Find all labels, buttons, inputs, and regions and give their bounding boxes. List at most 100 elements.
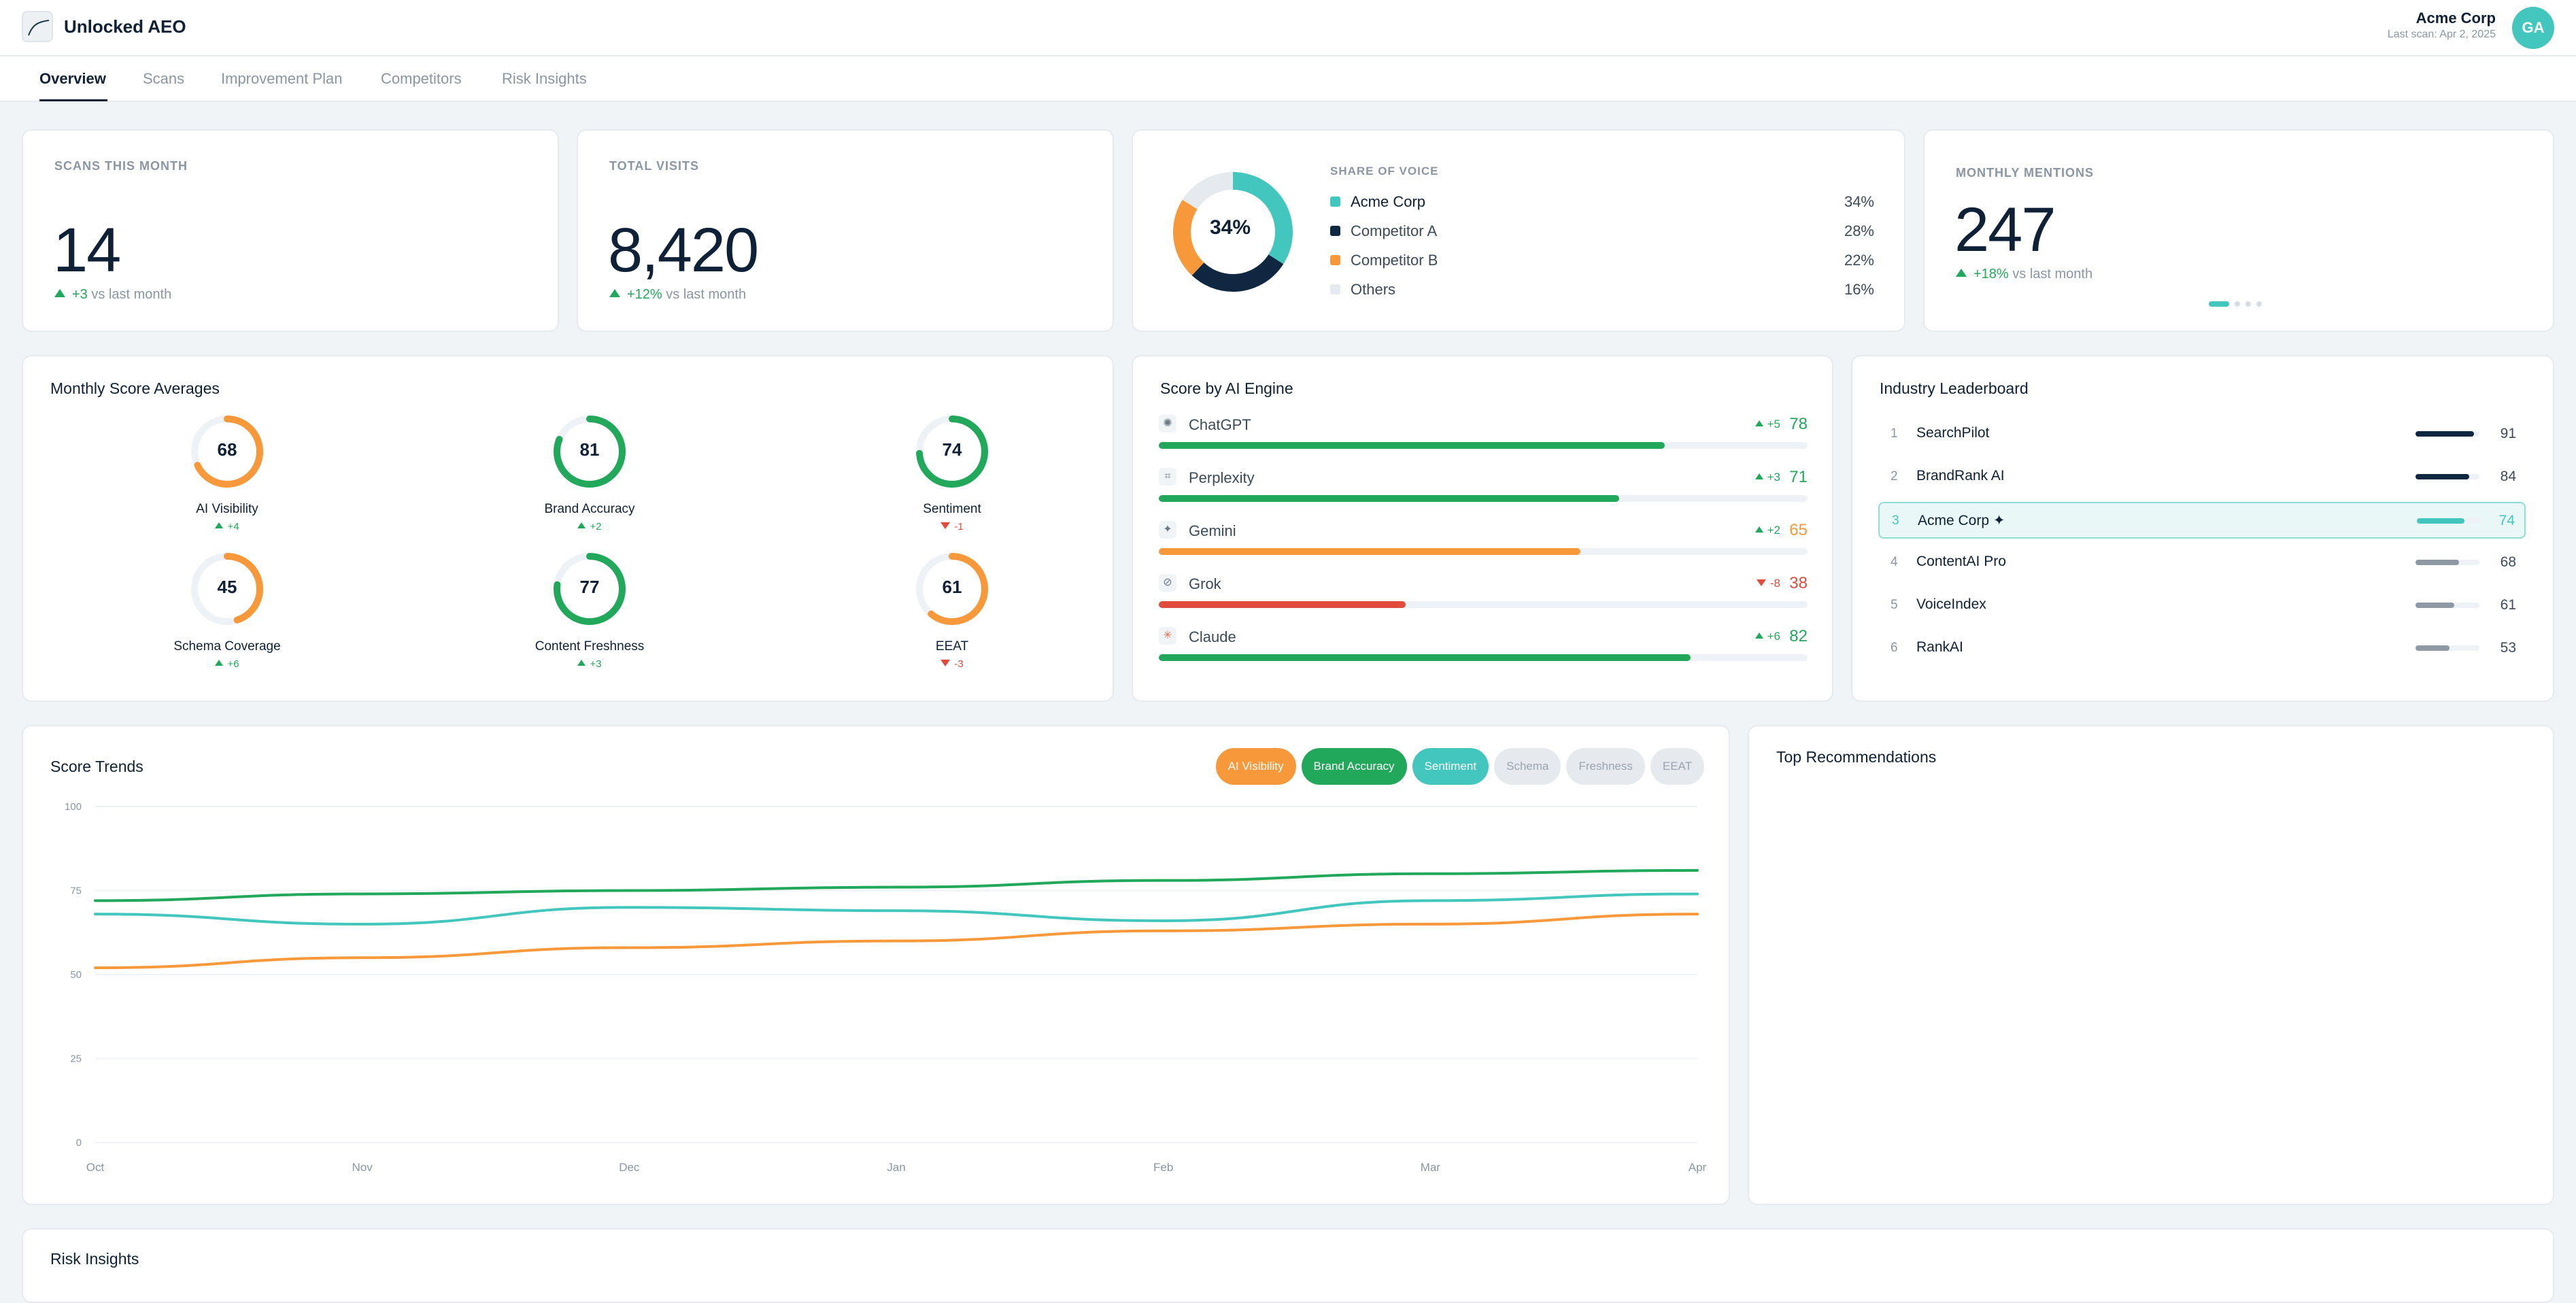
legend-item-competitor-b: Competitor B 22% <box>1330 250 1874 271</box>
trend-down-icon <box>940 660 951 666</box>
leaderboard-score: 68 <box>2500 554 2516 570</box>
card-title: Score by AI Engine <box>1160 379 1293 397</box>
engine-score-bar <box>1159 495 1620 502</box>
industry-leaderboard-card: Industry Leaderboard 1 SearchPilot 91 2 Bran… <box>1851 355 2554 702</box>
series-pill-eeat[interactable]: EEAT <box>1650 748 1704 785</box>
engine-name: ChatGPT <box>1189 416 1251 433</box>
leaderboard-name: ContentAI Pro <box>1916 554 2006 569</box>
score-gauge: 61 EEAT -3 <box>850 551 1054 687</box>
active-tab-underline <box>39 99 107 101</box>
engine-delta-value: +3 <box>1767 471 1780 484</box>
tab-risk-insights[interactable]: Risk Insights <box>502 70 587 87</box>
legend-pct: 28% <box>1844 222 1874 239</box>
engine-score: 71 <box>1789 468 1808 486</box>
gauge-delta-value: -1 <box>954 521 964 532</box>
leaderboard-score-track <box>2417 518 2481 524</box>
leaderboard-row[interactable]: 3 Acme Corp ✦ 74 <box>1878 502 2526 539</box>
tab-improvement-plan[interactable]: Improvement Plan <box>221 70 343 87</box>
trend-up-icon <box>1755 420 1763 426</box>
score-gauge: 68 AI Visibility +4 <box>125 413 329 549</box>
legend-name: Competitor B <box>1351 252 1438 269</box>
engine-score-bar <box>1159 601 1406 608</box>
engine-delta: +5 <box>1755 418 1780 431</box>
leaderboard-score-bar <box>2416 474 2469 479</box>
series-pill-sentiment[interactable]: Sentiment <box>1412 748 1489 785</box>
kpi-value: 247 <box>1954 195 2056 265</box>
donut-center-label: 34% <box>1209 216 1251 239</box>
series-line-brand-accuracy <box>94 868 1699 902</box>
gauge-label: AI Visibility <box>196 502 258 516</box>
gauge-delta: -1 <box>850 521 1054 532</box>
series-pill-freshness[interactable]: Freshness <box>1566 748 1645 785</box>
leaderboard-score: 61 <box>2500 597 2516 613</box>
engine-score: 65 <box>1789 521 1808 539</box>
carousel-dot[interactable] <box>2245 301 2251 307</box>
donut-slice-2[interactable] <box>1173 172 1293 292</box>
leaderboard-row[interactable]: 1 SearchPilot 91 <box>1878 416 2526 453</box>
trend-up-icon <box>215 660 224 666</box>
series-pill-schema[interactable]: Schema <box>1494 748 1561 785</box>
gauge-label: Sentiment <box>923 502 981 516</box>
leaderboard-score-track <box>2416 645 2479 651</box>
carousel-dot[interactable] <box>2256 301 2262 307</box>
engine-score-track <box>1159 654 1808 661</box>
gauge-ring <box>916 416 988 488</box>
app-logo[interactable] <box>22 11 53 42</box>
kpi-delta: +12% vs last month <box>609 287 746 303</box>
engine-score-track <box>1159 442 1808 449</box>
donut-slice-4[interactable] <box>1173 172 1293 292</box>
gauge-arc <box>554 553 626 625</box>
card-title: Top Recommendations <box>1776 748 1937 766</box>
score-gauge: 45 Schema Coverage +6 <box>125 551 329 687</box>
engine-delta-value: +2 <box>1767 524 1780 537</box>
carousel-dot[interactable] <box>2235 301 2240 307</box>
legend-swatch <box>1330 197 1340 207</box>
gauge-ring <box>191 416 263 488</box>
kpi-value: 14 <box>53 216 121 285</box>
gauge-delta: +2 <box>488 521 692 532</box>
x-tick-label: Nov <box>352 1161 373 1174</box>
leaderboard-row[interactable]: 5 VoiceIndex 61 <box>1878 588 2526 624</box>
gauge-value: 81 <box>579 439 600 460</box>
x-tick-label: Feb <box>1153 1161 1173 1174</box>
legend-pct: 34% <box>1844 193 1874 210</box>
gauge-value: 68 <box>217 439 237 460</box>
series-pill-brand-accuracy[interactable]: Brand Accuracy <box>1301 748 1407 785</box>
kpi-delta-value: +12% <box>627 287 662 302</box>
share-of-voice-card: 34% SHARE OF VOICE Acme Corp 34% Competi… <box>1132 129 1905 332</box>
legend-swatch <box>1330 255 1340 265</box>
leaderboard-score-bar <box>2416 431 2474 437</box>
card-title: Monthly Score Averages <box>50 379 220 397</box>
leaderboard-row[interactable]: 6 RankAI 53 <box>1878 630 2526 667</box>
legend-pct: 22% <box>1844 252 1874 269</box>
card-title: Risk Insights <box>50 1250 139 1268</box>
engine-row-grok[interactable]: ⊘ Grok -8 38 <box>1159 573 1808 620</box>
trend-up-icon <box>609 289 620 297</box>
engine-score: 82 <box>1789 627 1808 645</box>
leaderboard-row[interactable]: 2 BrandRank AI 84 <box>1878 459 2526 496</box>
carousel-dot[interactable] <box>2209 301 2229 307</box>
trend-up-icon <box>1956 269 1967 277</box>
gauge-delta: -3 <box>850 658 1054 670</box>
avatar[interactable]: GA <box>2512 7 2554 49</box>
kpi-delta-value: +18% <box>1973 267 2009 282</box>
engine-score-bar <box>1159 548 1581 555</box>
engine-row-perplexity[interactable]: ⌗ Perplexity +3 71 <box>1159 467 1808 514</box>
leaderboard-name: SearchPilot <box>1916 425 1990 441</box>
leaderboard-score: 53 <box>2500 640 2516 656</box>
gauge-ring <box>554 553 626 625</box>
tab-scans[interactable]: Scans <box>143 70 185 87</box>
engine-row-chatgpt[interactable]: ✺ ChatGPT +5 78 <box>1159 413 1808 461</box>
engine-name: Claude <box>1189 628 1236 645</box>
donut-slice-3[interactable] <box>1173 172 1293 292</box>
grok-icon: ⊘ <box>1159 574 1176 592</box>
leaderboard-score-track <box>2416 560 2479 565</box>
leaderboard-row[interactable]: 4 ContentAI Pro 68 <box>1878 545 2526 581</box>
leaderboard-score-bar <box>2417 518 2464 524</box>
tab-competitors[interactable]: Competitors <box>381 70 462 87</box>
engine-row-gemini[interactable]: ✦ Gemini +2 65 <box>1159 520 1808 567</box>
engine-row-claude[interactable]: ✳ Claude +6 82 <box>1159 626 1808 673</box>
tab-overview[interactable]: Overview <box>39 70 106 87</box>
series-pill-ai-visibility[interactable]: AI Visibility <box>1215 748 1296 785</box>
kpi-delta-suffix: vs last month <box>91 287 172 302</box>
